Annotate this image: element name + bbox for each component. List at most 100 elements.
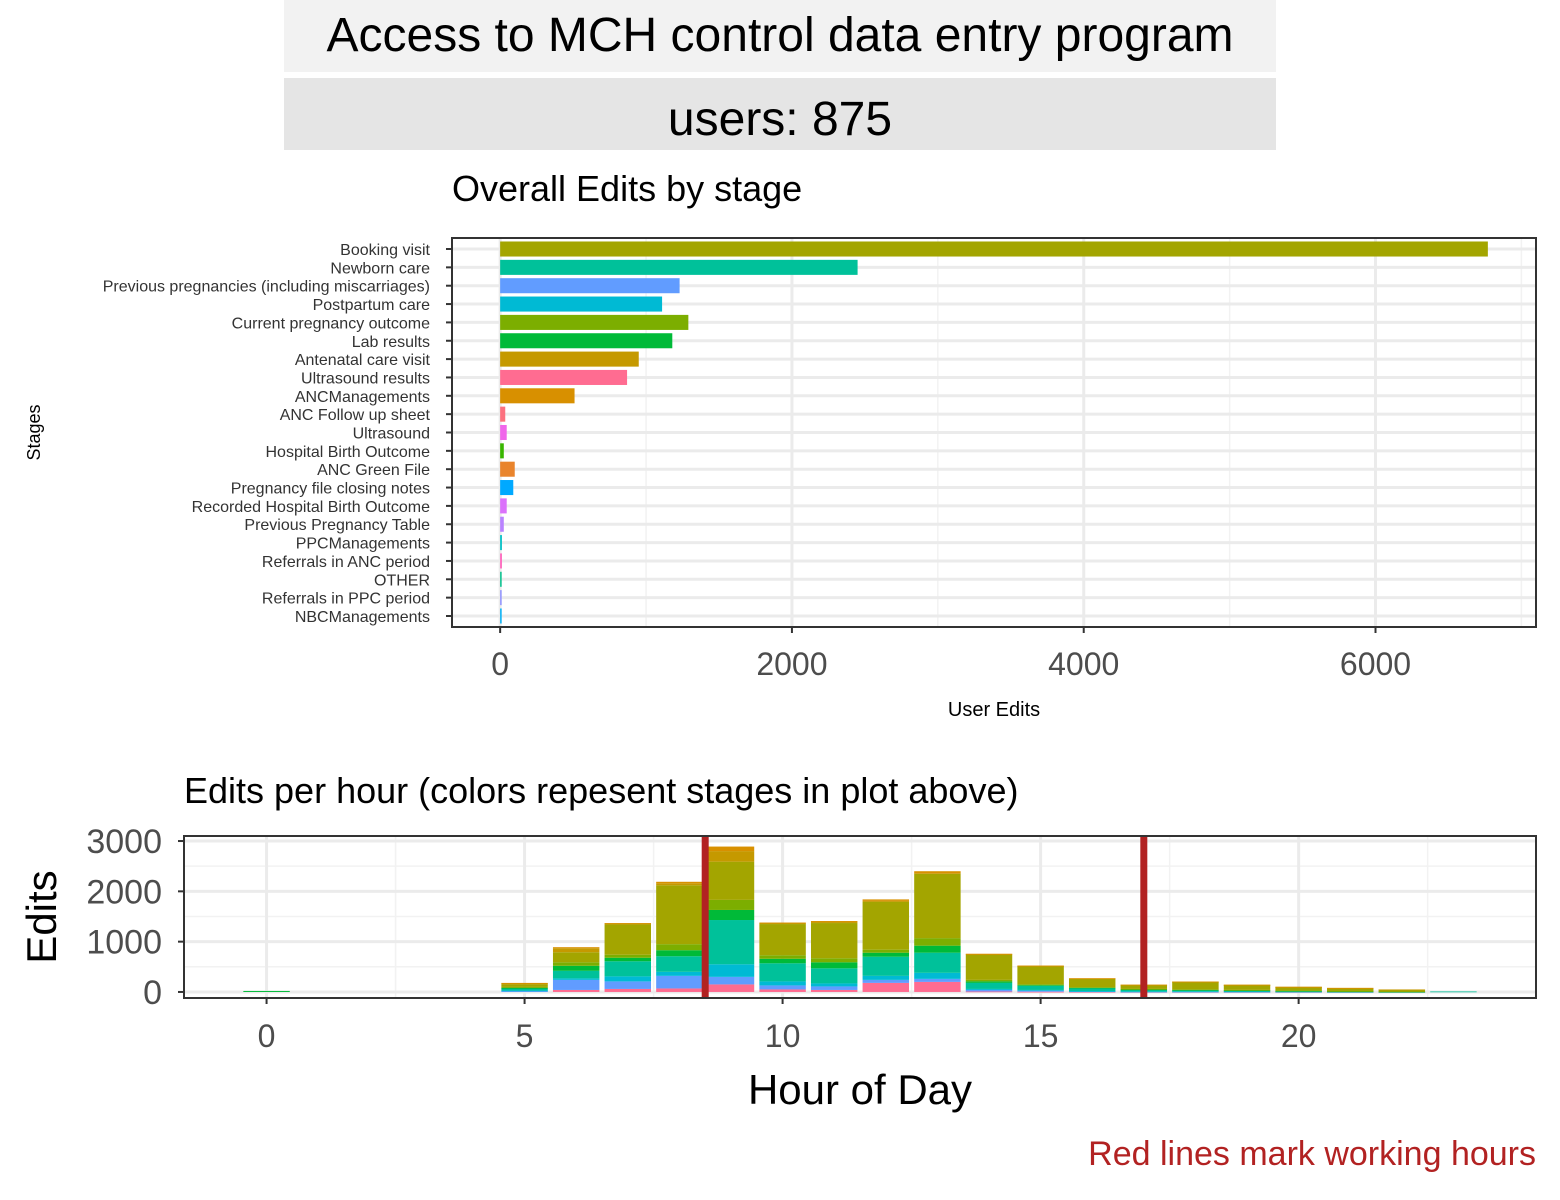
bar-segment	[501, 984, 548, 987]
bar	[500, 278, 680, 294]
bar-segment	[1017, 985, 1064, 990]
bar-segment	[1223, 984, 1271, 990]
bar-segment	[1275, 991, 1322, 993]
bar-segment	[656, 883, 703, 886]
hourly-stacked-chart: 0 1000 2000 3000 0 5 10 15 20 Hour of Day Edits	[18, 823, 1537, 1113]
bar-segment	[1017, 989, 1064, 991]
bar-segment	[862, 901, 910, 950]
bar-segment	[1378, 989, 1426, 992]
bar-segment	[501, 990, 548, 992]
bar	[500, 461, 515, 477]
bar-segment	[604, 981, 652, 989]
bar-segment	[707, 976, 755, 985]
bar-segment	[862, 949, 910, 953]
bar-segment	[552, 978, 600, 980]
bar-segment	[759, 922, 806, 924]
bar-segment	[1378, 991, 1426, 993]
bar	[500, 553, 502, 569]
y-tick-label: Current pregnancy outcome	[232, 315, 430, 332]
bar-segment	[965, 981, 1013, 983]
bar	[500, 498, 507, 514]
bar-segment	[914, 871, 961, 874]
bar-segment	[1172, 981, 1219, 983]
x-tick-label: 6000	[1340, 646, 1411, 682]
bar-segment	[1068, 991, 1116, 992]
y-tick-label: ANC Follow up sheet	[280, 407, 431, 424]
bar-segment	[1223, 991, 1271, 993]
bar-segment	[810, 989, 858, 992]
bar-segment	[604, 961, 652, 977]
bar-segment	[1017, 984, 1064, 986]
bar-segment	[1327, 987, 1374, 992]
bar-segment	[1172, 991, 1219, 993]
bar-segment	[965, 991, 1013, 993]
bar-segment	[552, 970, 600, 979]
bar-segment	[604, 924, 652, 955]
x-tick-label: 0	[491, 646, 509, 682]
y-axis-title: Stages	[24, 404, 44, 460]
bar-segment	[810, 923, 858, 959]
header-title: Access to MCH control data entry program	[284, 0, 1276, 72]
bar	[500, 571, 502, 587]
bar-segment	[1172, 989, 1219, 991]
x-axis-title: Hour of Day	[748, 1066, 972, 1113]
bar	[500, 516, 504, 532]
bar-segment	[759, 924, 806, 956]
bar-segment	[965, 954, 1013, 980]
bar-segment	[1172, 981, 1219, 990]
y-tick-label: 0	[143, 974, 162, 1012]
bar	[500, 388, 575, 404]
bar-segment	[1017, 991, 1064, 993]
bar-segment	[707, 851, 755, 862]
bar-segment	[1275, 986, 1322, 988]
y-tick-label: Hospital Birth Outcome	[265, 444, 430, 461]
bar-segment	[1172, 990, 1219, 992]
y-tick-label: Newborn care	[330, 260, 430, 277]
stage-chart-title: Overall Edits by stage	[452, 168, 803, 209]
bar-segment	[552, 962, 600, 966]
bar-segment	[1378, 989, 1426, 991]
bar	[500, 369, 628, 385]
bar-segment	[862, 899, 910, 901]
bar-segment	[707, 846, 755, 852]
bar-segment	[707, 909, 755, 921]
bar-segment	[810, 958, 858, 963]
bar-segment	[501, 982, 548, 984]
y-axis-title: Edits	[18, 870, 65, 963]
bar-segment	[604, 976, 652, 982]
bar-segment	[1327, 987, 1374, 989]
bar	[500, 480, 514, 496]
bar-segment	[501, 990, 548, 992]
bar	[500, 333, 673, 349]
bar-segment	[707, 920, 755, 965]
bar-segment	[1275, 986, 1322, 991]
panel-border	[183, 835, 1537, 999]
bar-segment	[810, 986, 858, 990]
bar-segment	[862, 900, 910, 902]
y-tick-label: Antenatal care visit	[295, 352, 431, 369]
bar-segment	[914, 873, 961, 875]
bar-segment	[810, 921, 858, 923]
bar-segment	[552, 948, 600, 953]
bar-segment	[656, 971, 703, 976]
bar-segment	[1068, 978, 1116, 980]
y-tick-label: Ultrasound results	[301, 370, 430, 387]
bar-segment	[656, 988, 703, 992]
x-tick-label: 15	[1023, 1018, 1059, 1054]
y-tick-label: Previous Pregnancy Table	[244, 517, 430, 534]
y-tick-label: 1000	[86, 924, 162, 962]
y-tick-label: 2000	[86, 873, 162, 911]
bar-segment	[759, 989, 806, 992]
y-tick-label: Referrals in PPC period	[262, 591, 430, 608]
x-tick-label: 5	[516, 1018, 534, 1054]
x-tick-label: 20	[1281, 1018, 1317, 1054]
bar-segment	[759, 985, 806, 990]
y-tick-label: ANCManagements	[295, 389, 430, 406]
bar-segment	[965, 982, 1013, 989]
bar-segment	[862, 975, 910, 980]
bar-segment	[1223, 990, 1271, 992]
x-tick-label: 0	[258, 1018, 276, 1054]
bar-segment	[501, 987, 548, 989]
bar-segment	[810, 983, 858, 987]
